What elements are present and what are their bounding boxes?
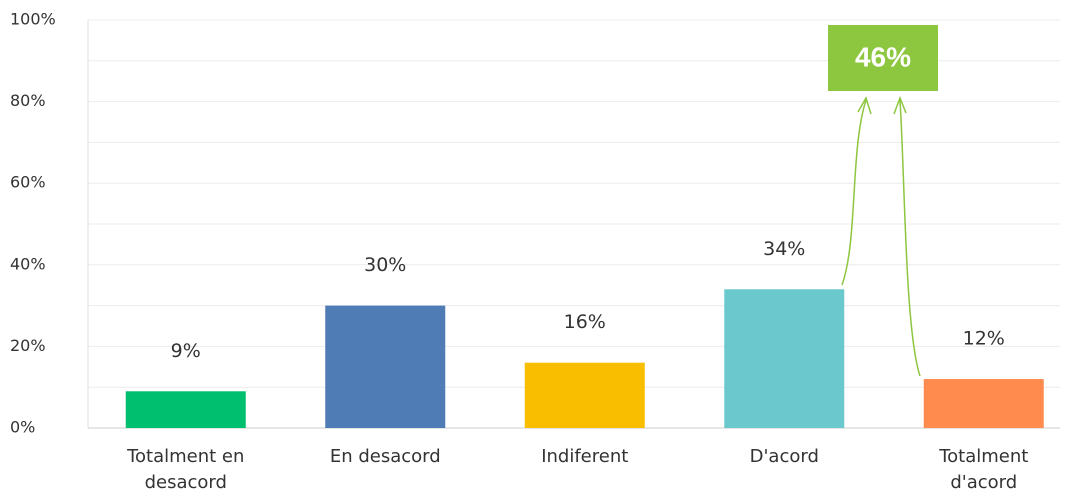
- x-tick-label: Totalment en desacord: [127, 446, 245, 493]
- x-tick-label: En desacord: [329, 446, 441, 467]
- bar: [724, 289, 845, 428]
- arrow-head: [857, 96, 872, 115]
- x-tick-label: D'acord: [749, 446, 819, 467]
- y-tick-label: 0%: [10, 418, 35, 437]
- bar: [125, 391, 246, 428]
- value-label: 16%: [564, 311, 606, 333]
- annotation-arrow: [841, 99, 867, 286]
- y-tick-label: 100%: [10, 10, 56, 29]
- bar: [325, 305, 446, 428]
- value-label: 12%: [963, 328, 1005, 350]
- value-label: 9%: [171, 340, 201, 362]
- y-tick-label: 20%: [10, 336, 46, 355]
- arrow-head: [893, 95, 907, 115]
- annotation: 46%: [828, 25, 938, 377]
- value-label: 30%: [364, 254, 406, 276]
- annotation-text: 46%: [855, 41, 911, 72]
- value-label: 34%: [763, 238, 805, 260]
- annotation-arrow: [899, 99, 921, 377]
- bar: [923, 379, 1044, 428]
- y-tick-label: 40%: [10, 254, 46, 273]
- y-tick-label: 60%: [10, 173, 46, 192]
- annotation-box: [828, 25, 938, 91]
- bar: [524, 362, 645, 428]
- x-tick-label: Indiferent: [541, 446, 629, 467]
- x-tick-label: Totalment d'acord: [939, 446, 1029, 493]
- y-tick-label: 80%: [10, 91, 46, 110]
